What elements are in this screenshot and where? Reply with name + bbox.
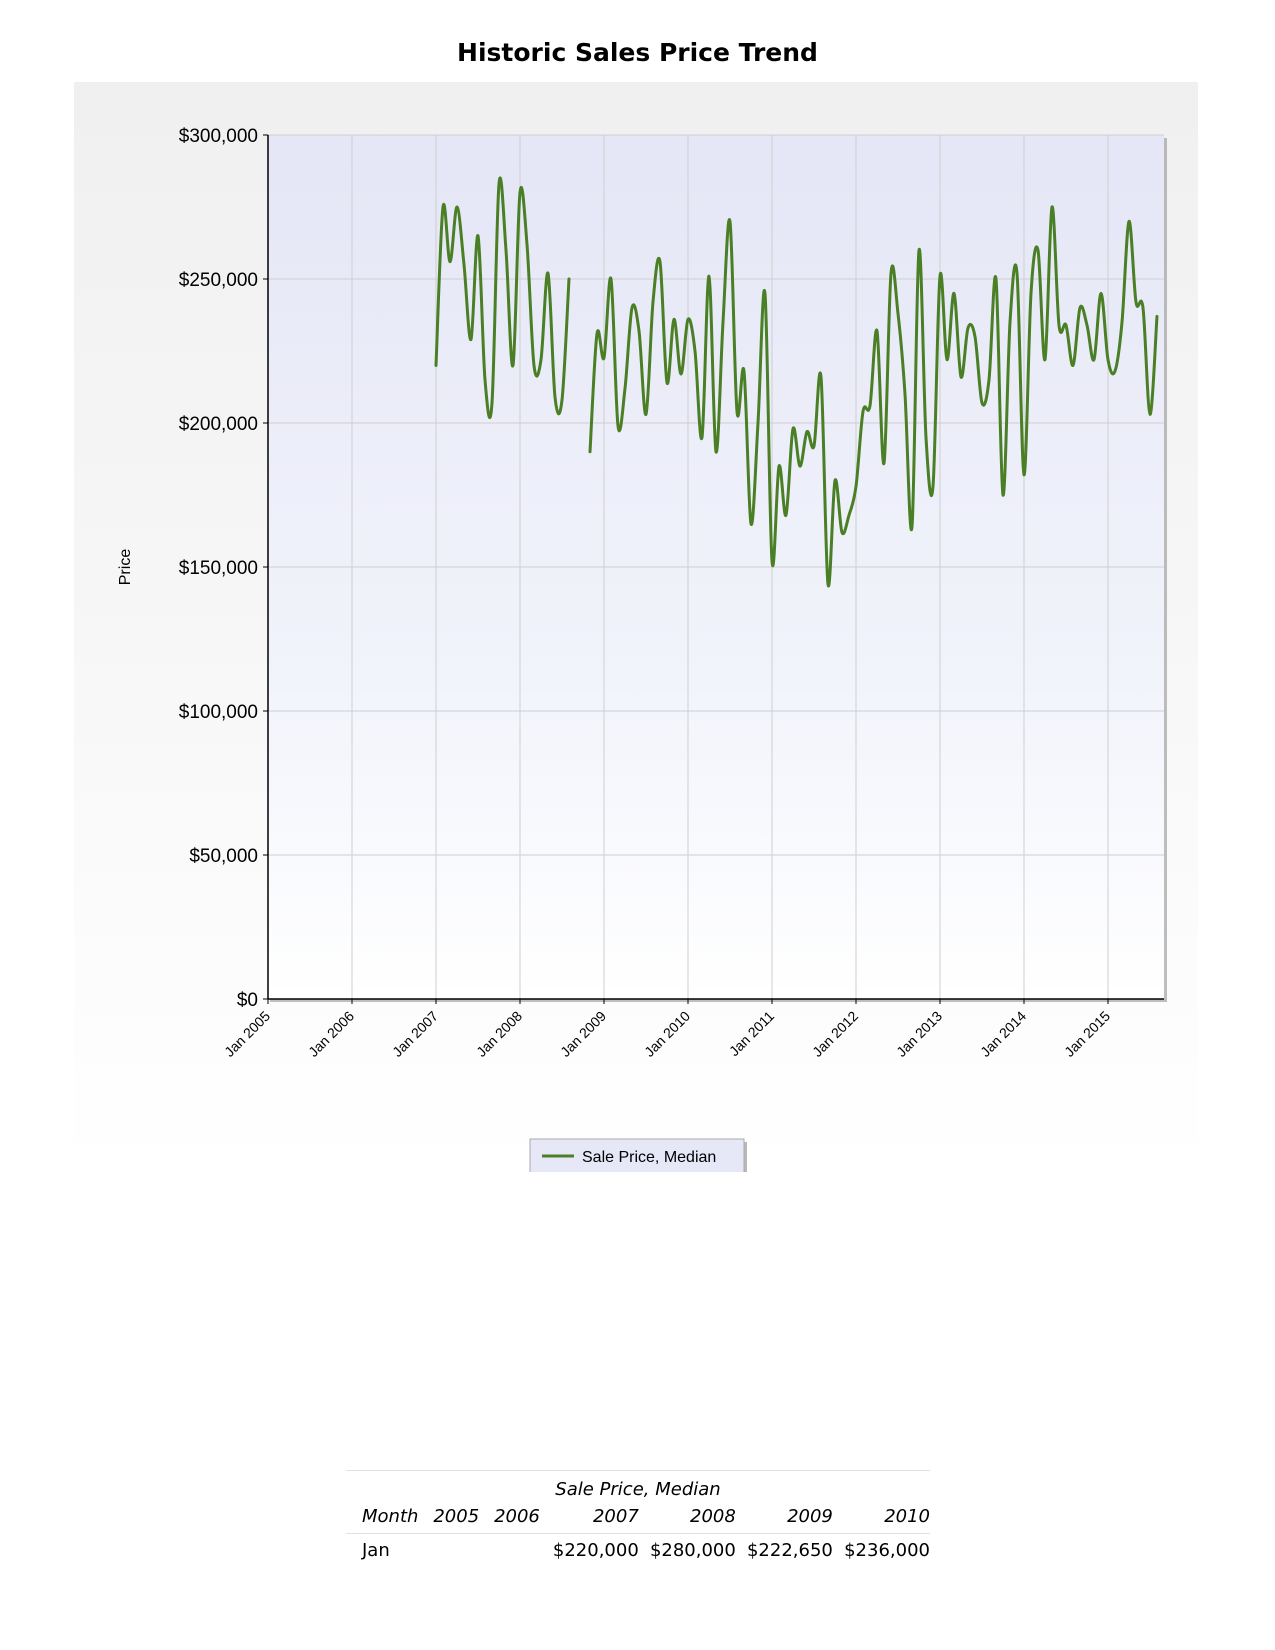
table-cell: Jan (362, 1540, 390, 1561)
table-header-cell: 2008 (638, 1502, 736, 1534)
x-tick-label: Jan 2010 (641, 1008, 693, 1060)
series-layer (434, 176, 1159, 588)
series-line-sale-price-median (434, 176, 571, 420)
table-cell (418, 1534, 479, 1568)
axes (263, 134, 1164, 1004)
legend: Sale Price, Median (529, 1138, 747, 1172)
y-tick-label: $150,000 (179, 558, 258, 579)
x-tick-label: Jan 2009 (557, 1008, 609, 1060)
table-header-row: Month 2005 2006 2007 2008 2009 2010 (346, 1502, 930, 1534)
table-header-cell: 2007 (539, 1502, 639, 1534)
table-cell: $222,650 (746, 1540, 833, 1561)
y-tick-label: $0 (237, 990, 258, 1011)
table-header-cell: 2009 (735, 1502, 833, 1534)
table-header-cell: 2010 (832, 1502, 930, 1534)
x-tick-label: Jan 2012 (809, 1008, 861, 1060)
x-tick-label: Jan 2014 (977, 1008, 1029, 1060)
y-tick-label: $50,000 (189, 846, 258, 867)
table-row: Jan $220,000 $280,000 $222,650 $236,000 (346, 1534, 930, 1568)
y-tick-label: $250,000 (179, 270, 258, 291)
data-table: Sale Price, Median Month 2005 2006 2007 … (346, 1470, 930, 1567)
table-cell: $280,000 (649, 1540, 736, 1561)
y-tick-label: $200,000 (179, 414, 258, 435)
table-header-cell: Month (346, 1502, 419, 1534)
table-group-header-row: Sale Price, Median (346, 1471, 930, 1502)
table-cell: $236,000 (844, 1540, 930, 1561)
x-tick-label: Jan 2006 (305, 1008, 357, 1060)
y-tick-label: $100,000 (179, 702, 258, 723)
x-tick-label: Jan 2013 (893, 1008, 945, 1060)
x-tick-label: Jan 2005 (221, 1008, 273, 1060)
series-line-sale-price-median (588, 205, 1159, 588)
x-tick-label: Jan 2008 (473, 1008, 525, 1060)
legend-label: Sale Price, Median (582, 1149, 716, 1166)
chart-svg: $0 $50,000 $100,000 $150,000 $200,000 $250,00… (117, 126, 1167, 1172)
x-tick-label: Jan 2011 (726, 1008, 777, 1059)
table-header-cell: 2006 (479, 1502, 540, 1534)
table-header-cell: 2005 (418, 1502, 480, 1534)
table-cell: $220,000 (552, 1540, 639, 1561)
table-cell (479, 1534, 540, 1568)
y-axis-label: Price (117, 549, 134, 586)
x-tick-label: Jan 2015 (1061, 1008, 1113, 1060)
y-tick-label: $300,000 (179, 126, 258, 147)
x-tick-label: Jan 2007 (389, 1008, 441, 1060)
chart-panel: $0 $50,000 $100,000 $150,000 $200,000 $250,00… (74, 82, 1198, 1172)
table-group-header: Sale Price, Median (555, 1479, 721, 1500)
chart-title: Historic Sales Price Trend (457, 38, 818, 67)
